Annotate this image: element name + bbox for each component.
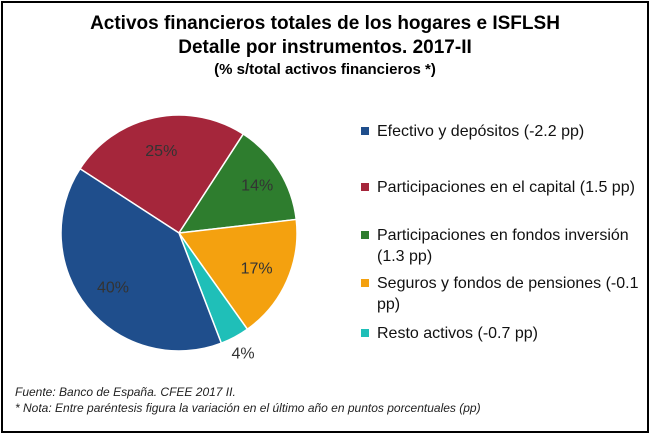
pie-value-label-participaciones-fondos: 14% <box>241 178 273 195</box>
pie-slice-participaciones-capital <box>79 114 245 235</box>
legend-swatch-participaciones-capital <box>361 183 369 191</box>
chart-title-line-1: Activos financieros totales de los hogar… <box>90 13 560 34</box>
legend-label-efectivo: Efectivo y depósitos (-2.2 pp) <box>377 123 585 140</box>
pie-chart: 25% 14% 17% 4% 40% <box>60 114 298 363</box>
pie-slice-efectivo <box>60 167 223 352</box>
pie-slice-participaciones-fondos <box>177 133 298 234</box>
footnote-note: * Nota: Entre paréntesis figura la varia… <box>15 401 481 415</box>
chart-subtitle: (% s/total activos financieros *) <box>214 61 436 78</box>
footnote-source: Fuente: Banco de España. CFEE 2017 II. <box>15 385 236 399</box>
pie-value-label-efectivo: 40% <box>97 280 129 297</box>
pie-slice-seguros-pensiones <box>177 218 298 331</box>
legend-label-participaciones-capital: Participaciones en el capital (1.5 pp) <box>377 179 635 196</box>
legend-label-seguros-pensiones: Seguros y fondos de pensiones (-0.1 pp) <box>377 275 639 313</box>
legend-swatch-participaciones-fondos <box>361 231 369 239</box>
legend-label-resto-activos: Resto activos (-0.7 pp) <box>377 325 538 342</box>
pie-value-label-resto-activos: 4% <box>232 346 255 363</box>
pie-value-label-participaciones-capital: 25% <box>145 143 177 160</box>
legend-swatch-resto-activos <box>361 329 369 337</box>
legend-label-participaciones-fondos: Participaciones en fondos inversión (1.3… <box>377 227 629 265</box>
chart-title-line-2: Detalle por instrumentos. 2017-II <box>178 37 472 58</box>
legend-swatch-seguros-pensiones <box>361 279 369 287</box>
legend-swatch-efectivo <box>361 127 369 135</box>
pie-value-label-seguros-pensiones: 17% <box>241 261 273 278</box>
